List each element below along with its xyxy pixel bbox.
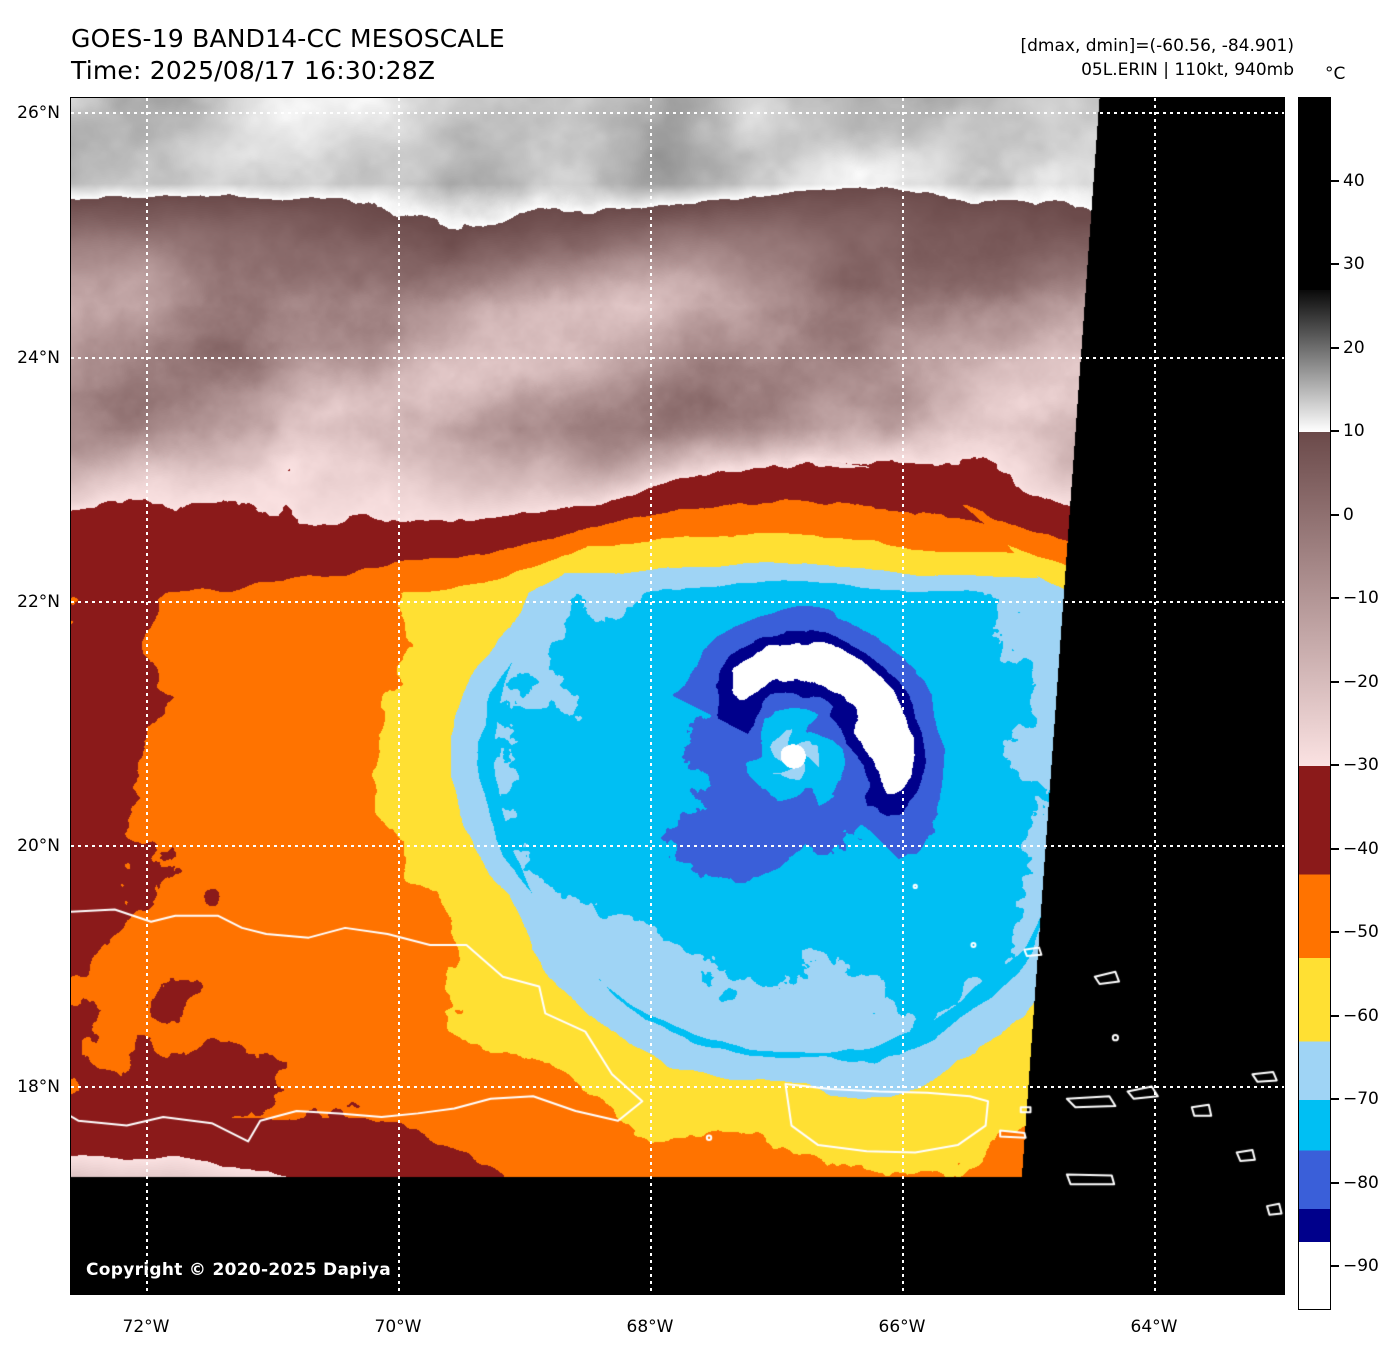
colorbar-tick-label: 30 <box>1343 254 1365 275</box>
colorbar-tick-label: 10 <box>1343 421 1365 442</box>
lat-tick-label: 24°N <box>17 348 60 368</box>
copyright-label: Copyright © 2020-2025 Dapiya <box>86 1260 391 1280</box>
colorbar-tick-label: −20 <box>1343 671 1379 692</box>
colorbar-tick <box>1331 597 1339 600</box>
colorbar <box>1298 97 1331 1310</box>
colorbar-tick-label: −10 <box>1343 588 1379 609</box>
colorbar-tick <box>1331 263 1339 266</box>
colorbar-tick-label: −30 <box>1343 755 1379 776</box>
page-title: GOES-19 BAND14-CC MESOSCALE <box>71 24 505 53</box>
satellite-map[interactable]: Copyright © 2020-2025 Dapiya <box>70 97 1285 1295</box>
colorbar-tick-label: −70 <box>1343 1089 1379 1110</box>
colorbar-unit-label: °C <box>1325 64 1346 84</box>
colorbar-tick <box>1331 346 1339 349</box>
colorbar-tick-label: 40 <box>1343 170 1365 191</box>
lat-tick-label: 22°N <box>17 592 60 612</box>
dmax-dmin-label: [dmax, dmin]=(-60.56, -84.901) <box>1020 36 1295 56</box>
colorbar-tick-label: −40 <box>1343 838 1379 859</box>
colorbar-tick-label: −80 <box>1343 1172 1379 1193</box>
storm-info-label: 05L.ERIN | 110kt, 940mb <box>1081 60 1294 80</box>
timestamp-label: Time: 2025/08/17 16:30:28Z <box>71 56 436 85</box>
lat-tick-label: 20°N <box>17 836 60 856</box>
colorbar-tick <box>1331 1098 1339 1101</box>
colorbar-tick <box>1331 430 1339 433</box>
lon-tick-label: 72°W <box>122 1317 170 1337</box>
colorbar-tick <box>1331 1265 1339 1268</box>
colorbar-tick-label: −90 <box>1343 1256 1379 1277</box>
colorbar-tick <box>1331 680 1339 683</box>
colorbar-tick-label: 20 <box>1343 337 1365 358</box>
colorbar-tick-label: −60 <box>1343 1005 1379 1026</box>
colorbar-tick <box>1331 764 1339 767</box>
lon-tick-label: 66°W <box>878 1317 926 1337</box>
lon-tick-label: 70°W <box>374 1317 422 1337</box>
lon-tick-label: 64°W <box>1130 1317 1178 1337</box>
colorbar-tick-label: −50 <box>1343 922 1379 943</box>
colorbar-tick <box>1331 513 1339 516</box>
colorbar-tick <box>1331 1014 1339 1017</box>
colorbar-tick <box>1331 179 1339 182</box>
colorbar-tick-label: 0 <box>1343 504 1354 525</box>
lat-tick-label: 26°N <box>17 103 60 123</box>
colorbar-tick <box>1331 1181 1339 1184</box>
colorbar-tick <box>1331 931 1339 934</box>
satellite-imagery-canvas <box>71 98 1284 1294</box>
lat-tick-label: 18°N <box>17 1077 60 1097</box>
colorbar-gradient <box>1299 98 1330 1309</box>
colorbar-tick <box>1331 847 1339 850</box>
lon-tick-label: 68°W <box>626 1317 674 1337</box>
